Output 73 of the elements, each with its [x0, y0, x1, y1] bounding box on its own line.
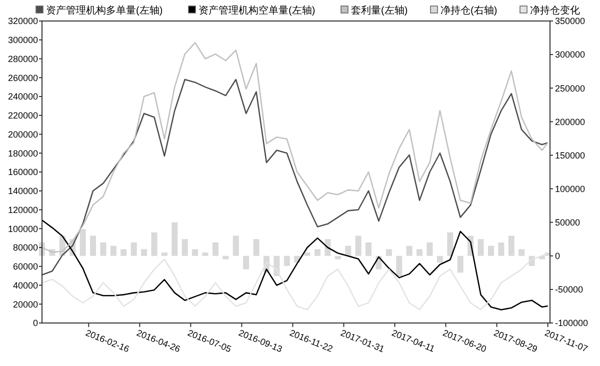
line-series: [41, 219, 548, 310]
y-tick-label: 0: [32, 318, 38, 328]
y2-tick-label: 50000: [555, 217, 580, 228]
y2-tick-label: 150000: [555, 150, 586, 160]
line-series: [41, 78, 548, 276]
y2-tick-label: 300000: [555, 50, 586, 60]
bar: [508, 236, 514, 256]
bar: [202, 252, 208, 256]
bar: [120, 249, 127, 256]
bar: [426, 242, 433, 256]
y-tick-label: 320000: [8, 16, 38, 26]
bar: [212, 242, 218, 256]
bar: [518, 249, 525, 256]
legend-label: 套利量(左轴): [351, 4, 408, 16]
y-tick-label: 120000: [8, 204, 38, 215]
y2-tick-label: -50000: [555, 284, 584, 295]
bar: [80, 229, 86, 256]
line-series: [41, 42, 548, 253]
y-tick-label: 40000: [12, 280, 38, 290]
line-series: [41, 252, 548, 310]
y2-tick-label: 250000: [555, 83, 586, 94]
bar: [447, 232, 454, 256]
y-tick-label: 280000: [8, 54, 38, 64]
bar: [436, 256, 443, 263]
bar: [284, 256, 290, 266]
bar: [151, 232, 158, 256]
y-tick-label: 20000: [12, 299, 38, 310]
bar: [416, 249, 423, 256]
y-tick-label: 160000: [8, 167, 38, 178]
bar: [488, 246, 494, 256]
bar: [314, 249, 320, 256]
bar: [141, 249, 148, 256]
bar: [243, 256, 250, 270]
legend-label: 净持仓(右轴): [440, 4, 498, 16]
bar: [110, 246, 116, 256]
bar: [253, 239, 260, 256]
y2-tick-label: -100000: [555, 318, 588, 328]
y-tick-label: 220000: [8, 110, 38, 121]
y-tick-label: 60000: [12, 262, 38, 272]
bar: [396, 256, 402, 276]
bar: [161, 252, 168, 256]
bar: [192, 249, 198, 256]
bar: [304, 252, 310, 256]
y2-tick-label: 200000: [555, 116, 586, 127]
y2-tick-label: 0: [555, 251, 560, 262]
bar: [457, 256, 464, 273]
y-tick-label: 180000: [8, 148, 38, 158]
bar: [355, 236, 362, 256]
bar: [498, 242, 504, 256]
bar: [100, 242, 106, 256]
y-tick-label: 300000: [8, 35, 38, 46]
bar: [172, 222, 178, 256]
y2-tick-label: 100000: [555, 184, 586, 194]
legend-label: 净持仓变化: [530, 4, 580, 16]
bar: [345, 246, 352, 256]
bar: [324, 239, 331, 256]
bar: [232, 236, 239, 256]
y-tick-label: 240000: [8, 92, 38, 102]
bar: [478, 239, 484, 256]
y-tick-label: 100000: [8, 224, 38, 234]
y-tick-label: 200000: [8, 129, 38, 140]
y-tick-label: 80000: [12, 242, 38, 253]
legend-label: 资产管理机构空单量(左轴): [198, 4, 316, 16]
bar: [386, 249, 392, 256]
bar: [366, 242, 372, 256]
y2-tick-label: 350000: [555, 16, 586, 26]
bar: [90, 236, 96, 256]
bar: [406, 246, 412, 256]
bar: [182, 239, 188, 256]
y-tick-label: 140000: [8, 186, 38, 196]
bar: [130, 242, 137, 256]
legend-label: 资产管理机构多单量(左轴): [46, 4, 163, 16]
y-tick-label: 260000: [8, 72, 38, 83]
